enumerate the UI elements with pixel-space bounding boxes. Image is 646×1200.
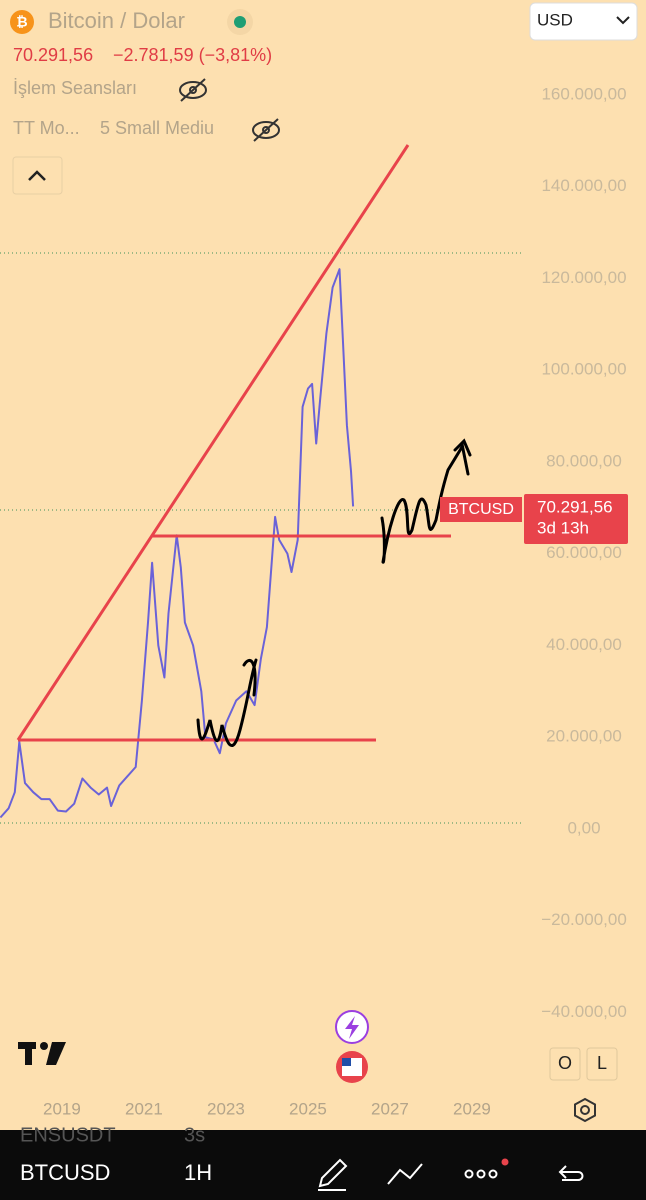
toolbar-icons	[318, 1158, 584, 1191]
sketch-path	[242, 659, 257, 697]
y-tick-label: 80.000,00	[546, 451, 622, 470]
collapse-button[interactable]	[12, 156, 63, 195]
collapse-caret	[28, 170, 46, 181]
price-tag	[524, 494, 628, 544]
currency-dropdown[interactable]	[529, 2, 638, 41]
y-tick-label: −40.000,00	[541, 1002, 627, 1021]
settings-button[interactable]	[574, 1097, 596, 1123]
symbol-tag-text: BTCUSD	[448, 501, 514, 518]
coin-icon	[10, 10, 34, 34]
flag-canton	[342, 1058, 351, 1066]
x-tick-label: 2023	[207, 1099, 245, 1118]
indicator-name[interactable]: İşlem Seansları	[13, 78, 137, 98]
lightning-icon	[345, 1016, 359, 1039]
y-tick-label: 120.000,00	[541, 268, 626, 287]
button-label: L	[597, 1053, 607, 1073]
sketch	[196, 438, 472, 747]
symbol-tag	[440, 497, 522, 522]
hide-icon[interactable]	[252, 118, 280, 142]
more-button[interactable]	[464, 1169, 498, 1179]
y-tick-label: 20.000,00	[546, 727, 622, 746]
plot: −40.000,00 −20.000,00 0,00 20.000,00 40.000,…	[0, 84, 627, 1118]
x-tick-label: 2019	[43, 1099, 81, 1118]
x-tick-label: 2021	[125, 1099, 163, 1118]
sketch-arrow	[453, 438, 472, 476]
price-change: −2.781,59 (−3,81%)	[113, 45, 272, 65]
x-tick-label: 2025	[289, 1099, 327, 1118]
button-label: O	[558, 1053, 572, 1073]
toolbar-symbol[interactable]: BTCUSD	[20, 1160, 110, 1185]
coin-glyph: ₿	[16, 14, 27, 30]
y-tick-label: 0,00	[567, 818, 600, 837]
timer-partial: 3s	[184, 1124, 205, 1146]
trend-line	[16, 144, 410, 741]
line-tool-button[interactable]	[387, 1163, 423, 1185]
y-tick-label: 140.000,00	[541, 176, 626, 195]
undo-button[interactable]	[558, 1165, 584, 1181]
status-dot	[234, 16, 246, 28]
symbol-title[interactable]: Bitcoin / Dolar	[48, 8, 185, 33]
countdown: 3d 13h	[537, 518, 589, 537]
sketch-path	[380, 445, 464, 564]
y-tick-label: 40.000,00	[546, 635, 622, 654]
sketch-path	[196, 658, 258, 747]
toolbar-interval[interactable]: 1H	[184, 1160, 212, 1185]
notification-dot	[501, 1158, 509, 1166]
price: 70.291,56	[13, 45, 93, 65]
y-tick-label: −20.000,00	[541, 910, 627, 929]
indicator-name[interactable]: TT Mo...	[13, 118, 80, 138]
button[interactable]	[586, 1047, 618, 1081]
ticker-partial: ENSUSDT	[20, 1124, 116, 1146]
drawings	[16, 144, 451, 742]
x-tick-label: 2029	[453, 1099, 491, 1118]
button[interactable]	[549, 1047, 581, 1081]
tv-logo	[18, 1042, 66, 1065]
x-tick-label: 2027	[371, 1099, 409, 1118]
settings-icon	[580, 1105, 590, 1115]
draw-button[interactable]	[318, 1158, 348, 1191]
price-tag-text: 70.291,56	[537, 497, 613, 516]
indicator-name[interactable]: 5 Small Mediu	[100, 118, 214, 138]
price-line	[0, 268, 355, 819]
y-tick-label: 160.000,00	[541, 84, 626, 103]
currency: USD	[537, 10, 573, 29]
y-tick-label: 100.000,00	[541, 360, 626, 379]
hide-icon[interactable]	[179, 78, 207, 102]
toolbar	[0, 1130, 646, 1200]
dropdown-caret	[616, 16, 630, 25]
y-tick-label: 60.000,00	[546, 543, 622, 562]
